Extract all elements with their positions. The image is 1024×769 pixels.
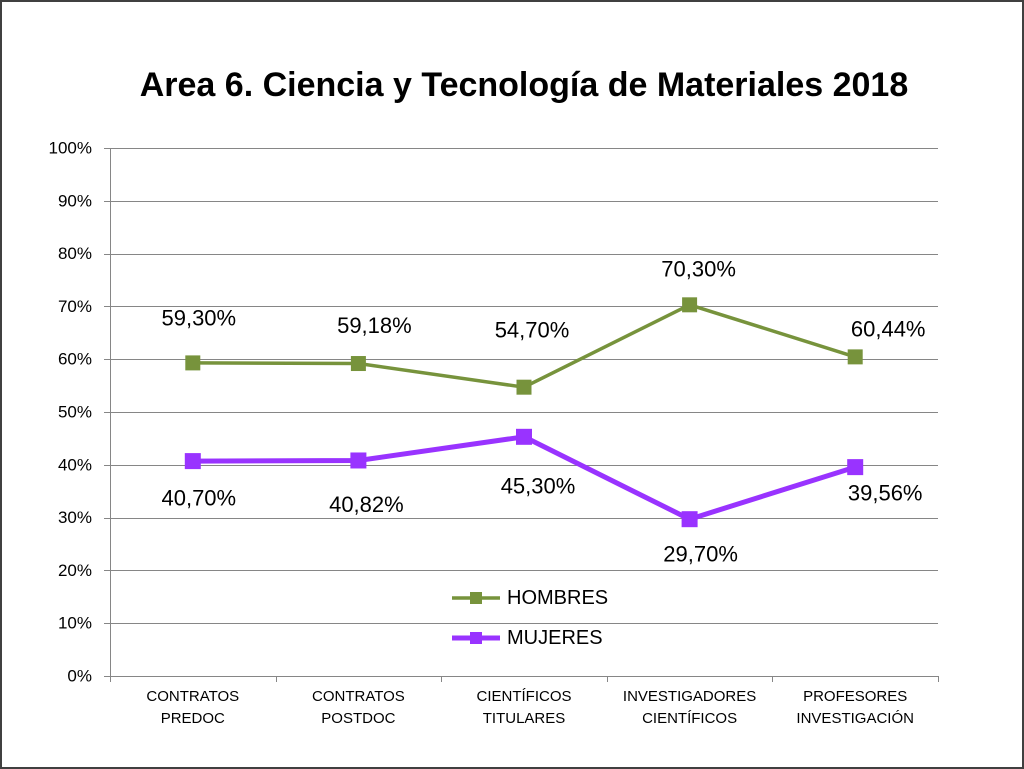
data-label-hombres-1: 59,18% bbox=[337, 313, 412, 338]
series-hombres: 59,30% 59,18% 54,70% 70,30% 60,44% bbox=[161, 256, 926, 395]
y-tick-label-50: 50% bbox=[58, 403, 92, 422]
data-point-mujeres-3 bbox=[681, 511, 698, 528]
y-tick-label-100: 100% bbox=[49, 139, 92, 158]
y-tick-label-20: 20% bbox=[58, 561, 92, 580]
y-tick-label-90: 90% bbox=[58, 191, 92, 210]
y-tick-label-80: 80% bbox=[58, 244, 92, 263]
series-mujeres: 40,70% 40,82% 45,30% 29,70% 39,56% bbox=[161, 428, 923, 567]
legend: HOMBRES MUJERES bbox=[452, 587, 608, 649]
y-axis-labels: 0% 10% 20% 30% 40% 50% 60% 70% 80% 90% 100% bbox=[49, 139, 92, 686]
legend-item-mujeres: MUJERES bbox=[452, 627, 603, 649]
y-tick-label-30: 30% bbox=[58, 508, 92, 527]
data-label-hombres-2: 54,70% bbox=[495, 318, 570, 343]
data-label-hombres-4: 60,44% bbox=[851, 316, 926, 341]
gridlines bbox=[104, 148, 938, 677]
data-point-hombres-3 bbox=[682, 297, 698, 313]
data-label-mujeres-0: 40,70% bbox=[161, 486, 236, 511]
data-point-mujeres-0 bbox=[184, 453, 201, 470]
legend-label-hombres: HOMBRES bbox=[507, 587, 608, 609]
y-tick-label-40: 40% bbox=[58, 455, 92, 474]
chart-title: Area 6. Ciencia y Tecnología de Material… bbox=[139, 66, 909, 104]
data-label-hombres-0: 59,30% bbox=[161, 305, 236, 330]
y-tick-label-10: 10% bbox=[58, 614, 92, 633]
legend-label-mujeres: MUJERES bbox=[507, 627, 603, 649]
data-label-mujeres-4: 39,56% bbox=[848, 481, 923, 506]
data-label-mujeres-3: 29,70% bbox=[663, 542, 738, 567]
legend-marker-hombres bbox=[470, 592, 482, 604]
data-label-mujeres-2: 45,30% bbox=[501, 473, 576, 498]
data-point-hombres-2 bbox=[516, 379, 532, 395]
data-point-mujeres-4 bbox=[847, 459, 864, 476]
y-tick-label-60: 60% bbox=[58, 350, 92, 369]
data-label-mujeres-1: 40,82% bbox=[329, 492, 404, 517]
data-label-hombres-3: 70,30% bbox=[661, 256, 736, 281]
y-tick-label-70: 70% bbox=[58, 297, 92, 316]
data-point-mujeres-1 bbox=[350, 452, 367, 469]
y-tick-label-0: 0% bbox=[67, 667, 92, 686]
data-point-hombres-0 bbox=[185, 355, 201, 371]
data-point-hombres-1 bbox=[350, 356, 366, 372]
legend-item-hombres: HOMBRES bbox=[452, 587, 608, 609]
legend-marker-mujeres bbox=[470, 632, 482, 644]
axes bbox=[110, 148, 939, 682]
data-point-mujeres-2 bbox=[516, 428, 532, 445]
data-point-hombres-4 bbox=[847, 349, 863, 365]
